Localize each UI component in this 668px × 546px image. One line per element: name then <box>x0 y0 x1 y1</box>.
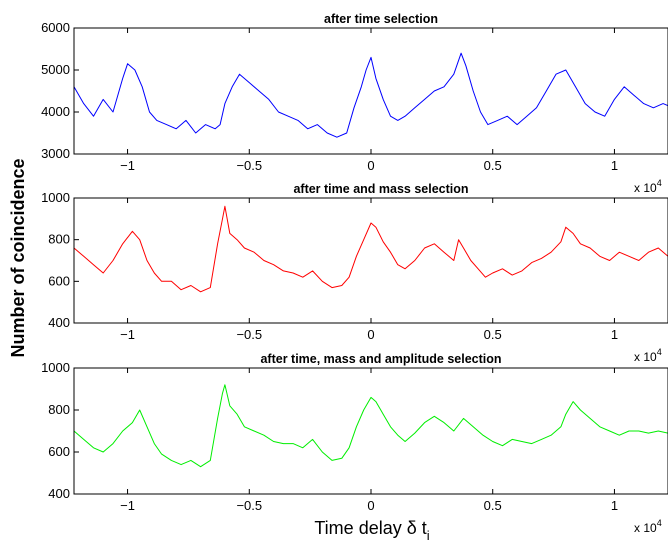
axes-frame <box>73 197 668 324</box>
panel-2: after time and mass selection40060080010… <box>41 182 668 364</box>
y-tick-label: 4000 <box>41 104 70 119</box>
y-tick-label: 800 <box>48 402 70 417</box>
x-tick-label: 1 <box>611 327 618 342</box>
y-tick-label: 1000 <box>41 190 70 205</box>
axes-frame <box>73 27 668 155</box>
x-axis-label-main: Time delay δ t <box>314 518 426 538</box>
y-tick-label: 800 <box>48 232 70 247</box>
x-multiplier: x 104 <box>634 347 662 364</box>
x-tick-label: −0.5 <box>236 498 262 513</box>
x-tick-label: −1 <box>120 158 135 173</box>
y-tick-label: 3000 <box>41 146 70 161</box>
x-axis-label-subscript: i <box>427 528 430 543</box>
panel-title: after time selection <box>324 12 438 26</box>
panel-1: after time selection 3000 4000 5000 6000 −1 −0… <box>41 12 668 195</box>
x-multiplier: x 104 <box>634 518 662 535</box>
y-tick-label: 1000 <box>41 360 70 375</box>
x-tick-label: −1 <box>120 498 135 513</box>
y-tick-label: 400 <box>48 315 70 330</box>
panel-title: after time, mass and amplitude selection <box>260 352 501 366</box>
series-line <box>73 205 668 293</box>
x-tick-label: 0.5 <box>484 498 502 513</box>
x-tick-label: −0.5 <box>236 327 262 342</box>
y-tick-label: 6000 <box>41 20 70 35</box>
axes-frame <box>73 367 668 495</box>
y-axis-label: Number of coincidence <box>8 158 28 357</box>
y-tick-label: 600 <box>48 444 70 459</box>
panel-3: after time, mass and amplitude selection… <box>41 352 668 535</box>
panel-title: after time and mass selection <box>293 182 468 196</box>
x-multiplier: x 104 <box>634 178 662 195</box>
x-tick-label: 1 <box>611 498 618 513</box>
x-axis-label: Time delay δ ti <box>314 518 429 543</box>
x-tick-label: 0 <box>367 158 374 173</box>
x-tick-label: 1 <box>611 158 618 173</box>
x-tick-label: 0 <box>367 498 374 513</box>
y-tick-label: 400 <box>48 486 70 501</box>
series-line <box>73 384 668 468</box>
x-tick-label: 0 <box>367 327 374 342</box>
y-tick-label: 5000 <box>41 62 70 77</box>
x-tick-label: 0.5 <box>484 327 502 342</box>
x-tick-label: −0.5 <box>236 158 262 173</box>
x-tick-label: 0.5 <box>484 158 502 173</box>
x-tick-label: −1 <box>120 327 135 342</box>
series-line <box>73 52 668 138</box>
y-tick-label: 600 <box>48 273 70 288</box>
